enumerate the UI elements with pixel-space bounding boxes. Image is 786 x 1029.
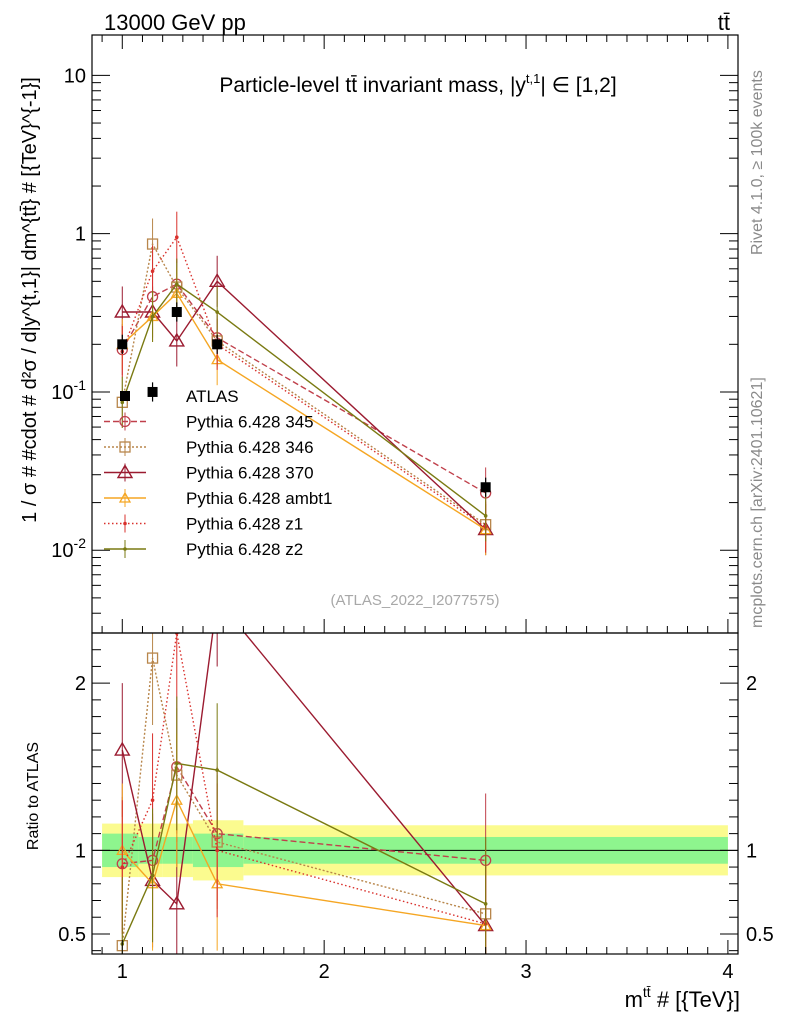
x-tick-label: 2 (319, 961, 330, 983)
legend-marker-atlas (120, 391, 130, 401)
legend-marker-pythia-6-428-ambt1 (118, 491, 132, 503)
y-tick-label: 10 (64, 65, 86, 87)
data-point-pythia-6-428-z2 (150, 314, 155, 319)
ratio-point-pythia-6-428-z2 (215, 768, 219, 772)
atlas-data-point (212, 339, 223, 350)
ratio-point-pythia-6-428-z2 (174, 761, 179, 766)
legend-marker-pythia-6-428-370 (116, 464, 134, 479)
legend-label-atlas: ATLAS (186, 387, 239, 406)
legend-marker-pythia-6-428-345 (119, 415, 131, 428)
main-series-group (114, 211, 494, 556)
ratio-point-pythia-6-428-346 (146, 652, 159, 664)
ratio-point-pythia-6-428-370 (114, 741, 131, 756)
ratio-y-tick-label-right: 1 (746, 840, 757, 862)
data-point-pythia-6-428-z2 (174, 282, 179, 286)
ratio-point-pythia-6-428-370 (168, 895, 186, 910)
data-point-pythia-6-428-370 (114, 303, 131, 318)
atlas-data-point (480, 482, 491, 493)
y-axis-label: 1 / σ # #cdot # d²σ / d|y^{t,1}| dm^{tt̄… (19, 77, 41, 523)
ratio-y-tick-label-right: 0.5 (746, 924, 774, 946)
chart-title: Particle-level tt̄ invariant mass, |yt,1… (219, 71, 616, 97)
ratio-point-pythia-6-428-z1 (215, 848, 219, 853)
data-point-pythia-6-428-370 (168, 332, 186, 347)
legend-label-pythia-6-428-370: Pythia 6.428 370 (186, 464, 314, 483)
legend: ATLAS Pythia 6.428 345 Pythia 6.428 346 Pyt… (104, 387, 332, 559)
x-tick-label: 3 (520, 961, 531, 983)
ratio-point-pythia-6-428-z1 (150, 798, 155, 802)
legend-label-pythia-6-428-346: Pythia 6.428 346 (186, 438, 314, 457)
legend-label-pythia-6-428-345: Pythia 6.428 345 (186, 413, 314, 432)
ratio-y-tick-label-left: 1 (75, 840, 86, 862)
y-tick-label: 10-1 (51, 377, 86, 404)
ratio-y-axis-label: Ratio to ATLAS (25, 742, 42, 850)
ratio-line-pythia-6-428-z1 (121, 633, 486, 925)
data-point-pythia-6-428-z2 (483, 514, 488, 518)
x-tick-label: 4 (722, 961, 733, 983)
ratio-point-pythia-6-428-370 (210, 593, 224, 605)
legend-label-pythia-6-428-z1: Pythia 6.428 z1 (186, 515, 303, 534)
legend-label-pythia-6-428-ambt1: Pythia 6.428 ambt1 (186, 489, 332, 508)
header-left: 13000 GeV pp (104, 10, 246, 35)
ratio-y-tick-label-left: 2 (75, 673, 86, 695)
ratio-point-pythia-6-428-z2 (483, 902, 488, 906)
legend-marker-pythia-6-428-z2 (123, 547, 127, 551)
y-tick-label: 1 (75, 224, 86, 246)
ratio-panel-frame (91, 632, 739, 955)
legend-label-pythia-6-428-z2: Pythia 6.428 z2 (186, 540, 303, 559)
ratio-series-group (114, 593, 494, 954)
ratio-point-pythia-6-428-z1 (120, 865, 125, 869)
data-point-pythia-6-428-370 (208, 272, 226, 288)
data-point-pythia-6-428-z2 (215, 310, 219, 314)
rivet-label: Rivet 4.1.0, ≥ 100k events (749, 70, 766, 255)
data-point-pythia-6-428-z1 (150, 269, 155, 273)
legend-marker-pythia-6-428-346 (119, 441, 131, 453)
ratio-point-pythia-6-428-z2 (150, 873, 155, 878)
y-tick-label: 10-2 (51, 535, 86, 562)
atlas-data-point (147, 386, 158, 397)
atlas-data-point (171, 307, 182, 318)
mcplots-label: mcplots.cern.ch [arXiv:2401.10621] (749, 377, 766, 628)
ratio-uncertainty-bands (92, 820, 738, 881)
series-line-pythia-6-428-345 (121, 283, 487, 494)
ratio-y-tick-label-left: 0.5 (58, 924, 86, 946)
x-tick-label: 1 (117, 961, 128, 983)
legend-marker-pythia-6-428-z1 (123, 521, 127, 526)
ratio-y-tick-label-right: 2 (746, 673, 757, 695)
atlas-data-point (117, 339, 128, 350)
axis-ticks: 1 2 3 4 10 1 10-1 10-2 2 2 1 1 0.5 0.5 (51, 35, 774, 983)
watermark: (ATLAS_2022_I2077575) (330, 592, 499, 609)
series-line-pythia-6-428-z1 (121, 235, 487, 528)
header-right: tt̄ (718, 10, 730, 35)
data-point-pythia-6-428-z1 (174, 235, 179, 240)
x-axis-label: mtt̄ # [{TeV}] (625, 984, 740, 1012)
data-point-pythia-6-428-z2 (120, 400, 125, 405)
